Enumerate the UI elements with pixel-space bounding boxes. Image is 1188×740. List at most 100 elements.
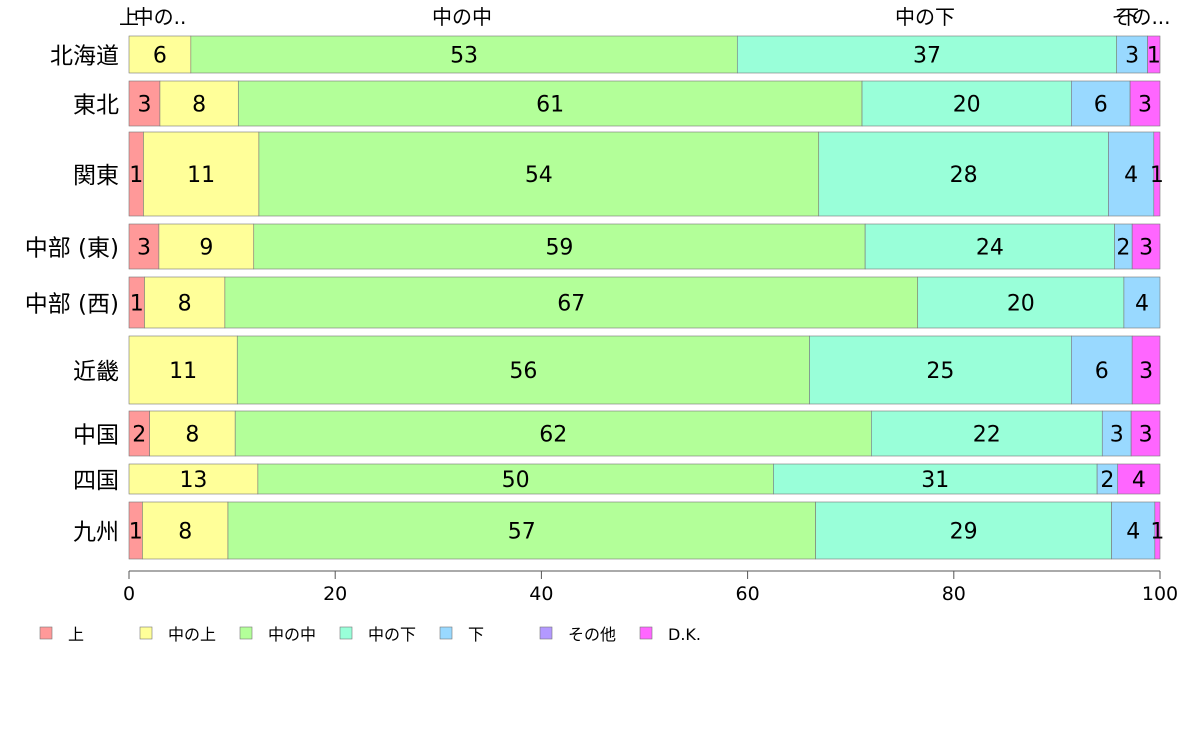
bar-value-label: 3 <box>137 93 151 118</box>
legend-swatch <box>539 626 553 640</box>
bar-value-label: 8 <box>185 423 199 448</box>
bar-segment <box>128 35 192 74</box>
legend-label: 下 <box>468 625 484 644</box>
top-category-label: 中の中 <box>432 5 492 29</box>
x-tick-label: 40 <box>529 583 553 605</box>
bar-segment <box>234 410 872 457</box>
bar-value-label: 1 <box>129 520 143 545</box>
legend-label: 上 <box>68 625 84 644</box>
bar-segment <box>1131 335 1161 405</box>
bar-value-label: 50 <box>502 468 530 493</box>
bar-value-label: 1 <box>1150 163 1164 188</box>
legend-swatch <box>239 626 253 640</box>
bar-value-label: 3 <box>1139 423 1153 448</box>
bar-value-label: 1 <box>130 292 144 317</box>
bar-value-label: 57 <box>508 520 536 545</box>
bar-segment <box>1101 410 1132 457</box>
bar-value-label: 3 <box>1138 93 1152 118</box>
bar-value-label: 4 <box>1124 163 1138 188</box>
bar-segment <box>818 131 1109 217</box>
legend-swatch <box>339 626 353 640</box>
x-tick-label: 80 <box>942 583 966 605</box>
bar-segment <box>128 335 238 405</box>
bar-segment <box>1154 501 1161 560</box>
top-category-label: 中の下 <box>895 5 955 29</box>
y-category-label: 北海道 <box>50 44 119 70</box>
bar-value-label: 28 <box>950 163 978 188</box>
bar-segment <box>143 131 260 217</box>
bar-value-label: 62 <box>539 423 567 448</box>
bar-segment <box>236 335 810 405</box>
bar-segment <box>861 80 1072 127</box>
legend-label: その他 <box>568 625 616 644</box>
x-tick-label: 20 <box>323 583 347 605</box>
legend-swatch <box>639 626 653 640</box>
bar-segment <box>128 223 160 270</box>
y-category-label: 中部 (東) <box>25 236 119 262</box>
bar-value-label: 4 <box>1132 468 1146 493</box>
bar-value-label: 20 <box>953 93 981 118</box>
bar-value-label: 53 <box>450 44 478 69</box>
bar-value-label: 9 <box>199 236 213 261</box>
bar-value-label: 6 <box>1095 359 1109 384</box>
bar-value-label: 3 <box>1125 44 1139 69</box>
bar-value-label: 11 <box>187 163 215 188</box>
top-category-label: 中の.. <box>134 5 187 29</box>
bar-value-label: 2 <box>132 423 146 448</box>
bar-value-label: 24 <box>976 236 1004 261</box>
legend-label: 中の下 <box>368 625 416 644</box>
bar-segment <box>1129 80 1161 127</box>
bar-value-label: 3 <box>1110 423 1124 448</box>
bar-value-label: 8 <box>178 520 192 545</box>
bar-segment <box>917 276 1125 329</box>
bar-segment <box>871 410 1103 457</box>
bar-value-label: 56 <box>509 359 537 384</box>
top-category-label: 下 <box>1119 5 1139 29</box>
bar-value-label: 67 <box>557 292 585 317</box>
bar-segment <box>736 35 1117 74</box>
x-tick-label: 60 <box>736 583 760 605</box>
bar-segment <box>149 410 236 457</box>
y-category-label: 中部 (西) <box>25 292 119 318</box>
bar-segment <box>1147 35 1161 74</box>
legend-swatch <box>139 626 153 640</box>
bar-segment <box>809 335 1072 405</box>
bar-segment <box>815 501 1112 560</box>
bar-value-label: 11 <box>169 359 197 384</box>
bar-segment <box>253 223 866 270</box>
legend-swatch <box>39 626 53 640</box>
legend-swatch <box>439 626 453 640</box>
bar-segment <box>224 276 919 329</box>
bar-segment <box>1071 80 1131 127</box>
bar-value-label: 1 <box>1147 44 1161 69</box>
bar-value-label: 61 <box>536 93 564 118</box>
top-category-label: その... <box>1111 5 1170 29</box>
bar-segment <box>1131 223 1161 270</box>
bar-segment <box>1130 410 1161 457</box>
bar-value-label: 13 <box>179 468 207 493</box>
bar-value-label: 6 <box>1094 93 1108 118</box>
bar-segment <box>1117 463 1161 495</box>
bar-value-label: 3 <box>1139 359 1153 384</box>
bar-value-label: 8 <box>178 292 192 317</box>
bar-segment <box>237 80 863 127</box>
bar-value-label: 25 <box>926 359 954 384</box>
bar-value-label: 4 <box>1135 292 1149 317</box>
bar-segment <box>227 501 816 560</box>
bar-segment <box>864 223 1115 270</box>
bar-value-label: 8 <box>192 93 206 118</box>
bar-value-label: 2 <box>1116 236 1130 261</box>
legend-label: D.K. <box>668 625 701 644</box>
legend-label: 中の上 <box>168 625 216 644</box>
bar-segment <box>128 463 259 495</box>
bar-segment <box>159 80 239 127</box>
bar-value-label: 4 <box>1126 520 1140 545</box>
bar-value-label: 3 <box>1139 236 1153 261</box>
bar-segment <box>1123 276 1161 329</box>
y-category-label: 四国 <box>73 468 119 494</box>
bar-segment <box>258 131 820 217</box>
bar-value-label: 59 <box>545 236 573 261</box>
y-category-label: 関東 <box>73 163 119 189</box>
